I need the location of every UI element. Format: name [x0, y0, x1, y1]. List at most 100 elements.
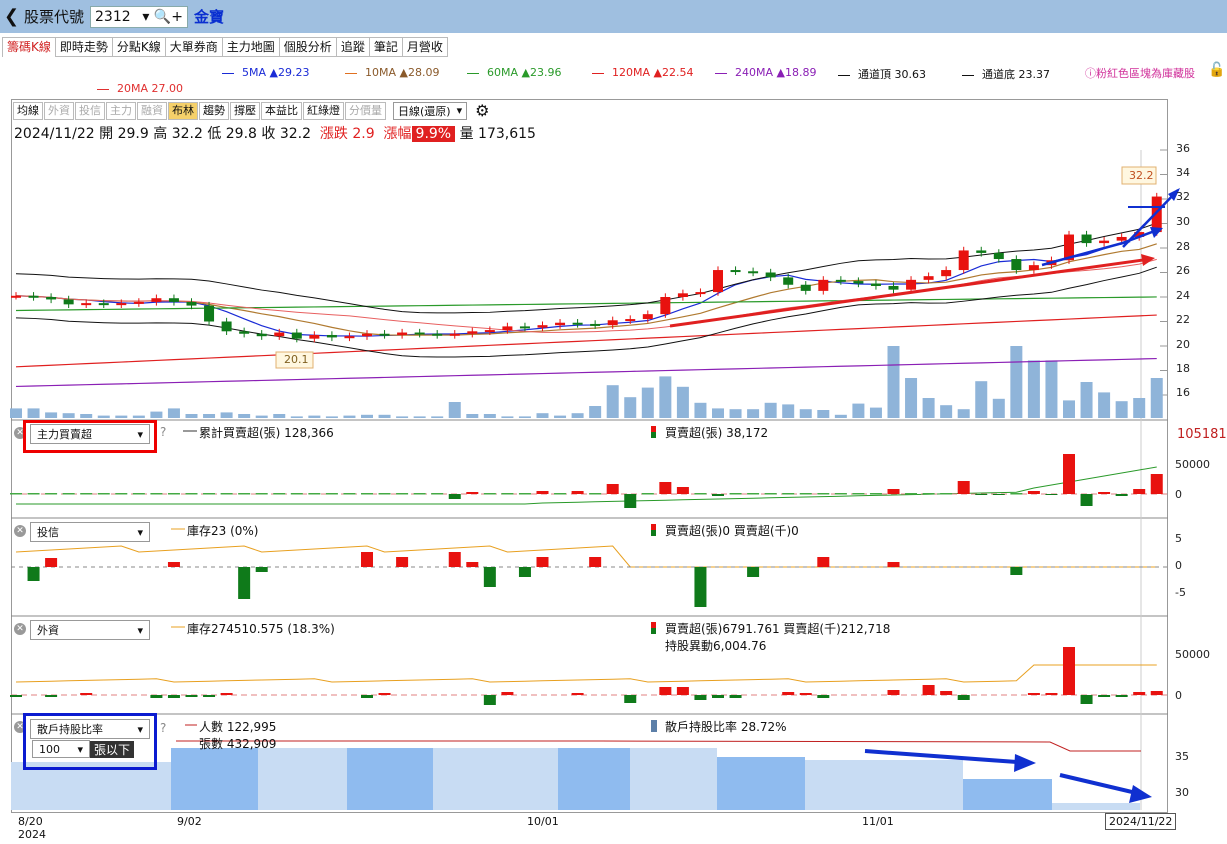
candle-body [467, 331, 478, 334]
volume-bar [852, 403, 865, 418]
mf-bar [431, 493, 444, 495]
min-shares-select[interactable]: 100 ▾ [32, 740, 90, 758]
min-shares-label: 張以下 [90, 741, 135, 758]
candle-body [204, 305, 215, 322]
tool-ma[interactable]: 均線 [13, 101, 43, 120]
trust-bar [518, 567, 531, 577]
stock-code-input[interactable]: 2312 ▾ 🔍+ [90, 5, 189, 28]
mf-bar [273, 493, 286, 495]
retail-arrow-2 [1059, 773, 1146, 797]
foreign-bar [1080, 695, 1093, 704]
foreign-bar [1115, 695, 1128, 697]
period-select[interactable]: 日線(還原) ▾ [393, 101, 468, 120]
date-1: 8/20 [18, 815, 43, 828]
panel3-select[interactable]: 外資 ▾ [30, 620, 150, 640]
volume-bar [185, 414, 198, 418]
candle-body [28, 295, 39, 298]
ma20-legend: 20MA 27.00 [97, 82, 183, 95]
tab-monthly-revenue[interactable]: 月營收 [401, 37, 448, 57]
candle-body [1134, 232, 1145, 237]
candle-body [432, 333, 443, 336]
mf-bar [343, 493, 356, 495]
volume-bar [1063, 400, 1075, 418]
foreign-bar [957, 695, 970, 700]
panel2-select[interactable]: 投信 ▾ [30, 522, 150, 542]
mf-bar [290, 493, 303, 495]
tab-track[interactable]: 追蹤 [335, 37, 369, 57]
tool-foreign[interactable]: 外資 [44, 101, 74, 120]
panel3-daily: 買賣超(張)6791.761 買賣超(千)212,718 [665, 622, 891, 636]
panel3-hold: 持股異動6,004.76 [665, 639, 767, 653]
tab-notes[interactable]: 筆記 [368, 37, 402, 57]
mf-bar [641, 493, 654, 495]
mf-bar [905, 493, 918, 495]
tool-price-volume[interactable]: 分價量 [345, 101, 386, 120]
tab-stock-analysis[interactable]: 個股分析 [278, 37, 336, 57]
mf-bar [483, 493, 496, 495]
main-force-bars [10, 454, 1168, 508]
candle-body [818, 279, 829, 291]
foreign-bar [483, 695, 496, 705]
highlight-retail [23, 713, 157, 770]
close-panel3-icon[interactable]: ✕ [14, 623, 26, 635]
candle-body [309, 334, 320, 339]
trend-arrow-red [669, 257, 1151, 328]
candle-body [151, 298, 162, 302]
close-panel2-icon[interactable]: ✕ [14, 525, 26, 537]
candle-body [800, 284, 811, 291]
candle-body [906, 279, 917, 290]
volume-bar [220, 412, 233, 418]
retail-ratio-area [1052, 803, 1140, 810]
ma120-legend: 120MA ▲22.54 [592, 66, 693, 79]
tab-main-map[interactable]: 主力地圖 [221, 37, 279, 57]
tool-margin[interactable]: 融資 [137, 101, 167, 120]
volume-bar [922, 398, 935, 418]
candle-body [976, 250, 987, 253]
help-icon[interactable]: ? [160, 425, 167, 439]
mf-bar [501, 493, 514, 495]
candle-body [730, 270, 741, 273]
ma10-legend: 10MA ▲28.09 [345, 66, 439, 79]
trust-inv-line [15, 545, 1157, 568]
ma60-legend: 60MA ▲23.96 [467, 66, 561, 79]
volume-bar [273, 414, 286, 418]
tool-main[interactable]: 主力 [106, 101, 136, 120]
trust-bar [817, 557, 830, 567]
volume-bar [905, 378, 918, 418]
trend-arrow-blue-2 [1122, 189, 1179, 248]
tool-pe[interactable]: 本益比 [261, 101, 302, 120]
tab-big-broker[interactable]: 大單券商 [164, 37, 222, 57]
foreign-bar [1045, 693, 1058, 695]
lock-icon[interactable]: 🔓 [1208, 62, 1226, 78]
tab-broker-kline[interactable]: 分點K線 [111, 37, 165, 57]
tool-trend[interactable]: 趨勢 [199, 101, 229, 120]
volume-bar [957, 409, 970, 418]
trust-bar [45, 558, 58, 567]
gear-icon[interactable]: ⚙ [475, 101, 490, 120]
panel4-select[interactable]: 散戶持股比率 ▾ [30, 719, 150, 739]
candle-body [835, 279, 846, 282]
foreign-bar [185, 695, 198, 697]
trend-arrow-red-head [1141, 254, 1155, 266]
trend-arrow-blue-1 [1041, 239, 1131, 267]
tool-trust[interactable]: 投信 [75, 101, 105, 120]
tab-chip-kline[interactable]: 籌碼K線 [2, 37, 55, 57]
tab-realtime[interactable]: 即時走勢 [54, 37, 112, 57]
candlesticks [11, 192, 1162, 343]
tool-bollinger[interactable]: 布林 [168, 101, 198, 120]
volume-bar [431, 416, 444, 418]
mf-bar [325, 493, 338, 495]
trust-bar [396, 557, 409, 567]
mf-bar [45, 493, 58, 495]
help-icon-2[interactable]: ? [160, 721, 167, 735]
tool-traffic[interactable]: 紅綠燈 [303, 101, 344, 120]
mf-bar [729, 493, 742, 495]
panel1-select[interactable]: 主力買賣超 ▾ [30, 424, 150, 444]
search-add-icon[interactable]: ▾ 🔍+ [142, 8, 184, 25]
trust-bar [483, 567, 496, 587]
volume-bar [554, 415, 567, 418]
back-icon[interactable]: ❮ [4, 6, 20, 27]
tool-support[interactable]: 撐壓 [230, 101, 260, 120]
candle-body [923, 276, 934, 280]
trust-bar [361, 552, 373, 567]
